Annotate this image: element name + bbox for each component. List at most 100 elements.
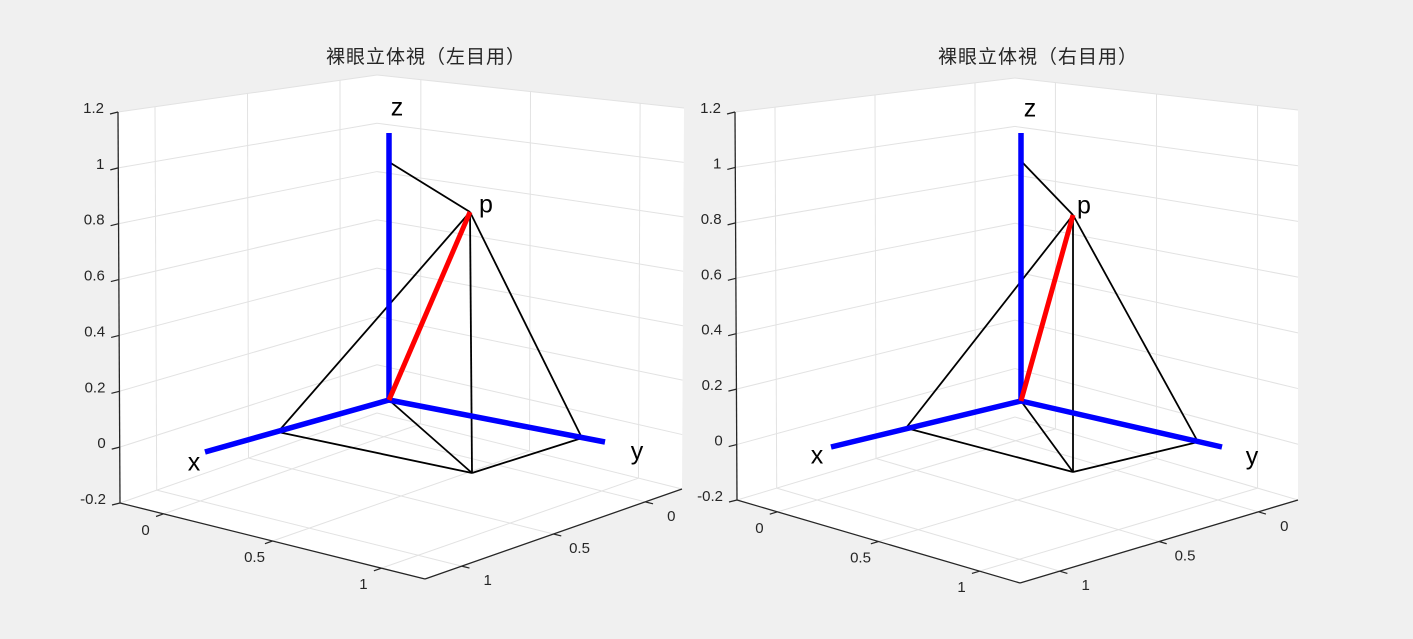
grid-wall-x — [774, 107, 778, 489]
tick-label-y: 0 — [755, 520, 763, 537]
tick-x — [553, 533, 562, 537]
grid-wall-x — [247, 93, 249, 459]
grid-wall-y — [637, 103, 641, 479]
grid-floor-x — [975, 428, 1259, 513]
wireframe-edge — [388, 399, 473, 474]
x-axis-label: x — [811, 442, 824, 470]
wireframe-edge — [1020, 400, 1074, 473]
wireframe-edge — [469, 211, 473, 474]
y-axis-label: y — [1246, 443, 1259, 471]
y-axis-line — [1020, 398, 1223, 450]
tick-label-x: 0 — [1280, 518, 1288, 535]
vector-op-line — [1018, 214, 1076, 402]
tick-label-z: 0.8 — [84, 212, 105, 229]
tick-label-y: 0 — [141, 522, 149, 539]
tick-label-z: 0.2 — [85, 379, 106, 396]
tick-label-y: 0.5 — [850, 549, 871, 566]
tick-y — [769, 511, 778, 515]
axis-edge-z-ruler — [117, 111, 121, 504]
tick-z — [111, 502, 121, 506]
grid-wall-x — [154, 106, 158, 491]
tick-z — [110, 223, 119, 227]
grid-floor-x — [776, 487, 1060, 572]
tick-z — [727, 166, 736, 171]
wireframe-edge — [388, 161, 471, 213]
tick-z — [728, 388, 737, 392]
tick-z — [727, 277, 737, 281]
x-axis-line — [204, 397, 390, 455]
tick-label-x: 0.5 — [1175, 547, 1196, 564]
tick-label-x: 1 — [484, 572, 492, 589]
x-axis-label: x — [188, 449, 201, 477]
tick-y — [870, 540, 879, 545]
grid-floor-x — [248, 457, 554, 535]
tick-y — [155, 513, 164, 518]
tick-z — [110, 167, 119, 171]
tick-z — [110, 334, 120, 339]
tick-label-z: 1 — [713, 155, 721, 172]
tick-label-x: 0 — [667, 508, 675, 525]
z-axis-label: z — [1024, 95, 1037, 123]
tick-y — [373, 567, 382, 572]
tick-label-z: 0.8 — [701, 211, 722, 228]
tick-label-y: 1 — [359, 576, 367, 593]
tick-label-x: 1 — [1082, 577, 1090, 594]
vector-op-line — [386, 211, 473, 401]
tick-label-y: 1 — [957, 579, 965, 596]
tick-z — [728, 499, 738, 503]
point-p-label: p — [479, 191, 493, 219]
tick-z — [728, 443, 737, 448]
tick-label-x: 0.5 — [569, 540, 590, 557]
y-axis-line — [388, 397, 606, 445]
subplot-title-left: 裸眼立体視（左目用） — [325, 47, 526, 68]
wireframe-edge — [277, 211, 471, 433]
tick-label-z: 0.6 — [84, 268, 105, 285]
subplot-left-eye: 0 0.5 1 0 0.5 1 -0.2 0 0.2 0.4 0.6 0.8 1 1.2 x y z p — [80, 74, 685, 593]
tick-x — [1059, 570, 1068, 574]
tick-label-z: 0.2 — [702, 377, 723, 394]
tick-label-z: 0 — [714, 433, 722, 450]
tick-label-z: 0.6 — [701, 266, 722, 283]
subplot-right-eye: 0 0.5 1 0 0.5 1 -0.2 0 0.2 0.4 0.6 0.8 1 1.2 x y z p — [697, 77, 1299, 596]
wireframe-edge — [1021, 161, 1074, 216]
z-axis-label: z — [391, 94, 404, 122]
grid-floor-x — [340, 425, 646, 503]
wireframe-edge — [277, 431, 473, 474]
tick-z — [727, 333, 737, 337]
grid-floor-x — [875, 458, 1160, 542]
y-axis-label: y — [631, 438, 644, 466]
subplot-title-right: 裸眼立体視（右目用） — [937, 47, 1138, 68]
axis-edge-z-ruler — [734, 111, 738, 501]
tick-label-z: -0.2 — [697, 488, 723, 505]
tick-x — [1158, 540, 1167, 545]
tick-x — [461, 565, 470, 569]
tick-z — [727, 222, 736, 226]
tick-label-z: 0.4 — [84, 323, 105, 340]
wireframe-edge — [1072, 214, 1199, 443]
tick-label-z: 0.4 — [701, 322, 722, 339]
wireframe-edge — [469, 211, 583, 439]
x-axis-line — [830, 398, 1022, 450]
tick-label-y: 0.5 — [244, 549, 265, 566]
tick-z — [111, 446, 120, 450]
tick-x — [1258, 511, 1267, 515]
wireframe-edge — [905, 427, 1074, 473]
tick-z — [109, 111, 119, 115]
tick-y — [264, 540, 273, 545]
tick-label-z: 1 — [96, 156, 104, 173]
plot-area-background — [118, 75, 684, 579]
wireframe-edge — [905, 214, 1074, 429]
tick-label-z: 0 — [97, 435, 105, 452]
grid-wall-y — [529, 91, 531, 452]
tick-label-z: 1.2 — [83, 100, 104, 117]
tick-z — [726, 111, 736, 115]
tick-y — [971, 570, 980, 575]
tick-label-z: -0.2 — [80, 491, 106, 508]
tick-z — [111, 390, 120, 394]
tick-label-z: 1.2 — [700, 100, 721, 117]
wireframe-edge — [471, 437, 583, 474]
point-p-label: p — [1077, 192, 1091, 220]
grid-floor-x — [156, 489, 462, 567]
